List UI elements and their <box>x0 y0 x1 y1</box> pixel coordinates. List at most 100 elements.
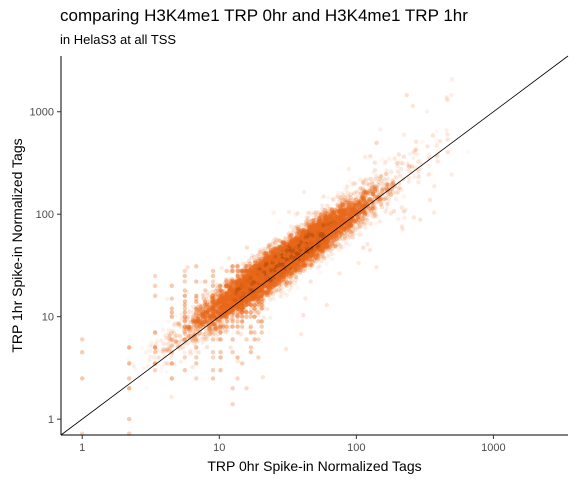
data-point <box>392 184 397 189</box>
data-point <box>220 328 225 333</box>
data-point <box>318 212 323 217</box>
data-point <box>228 284 233 290</box>
data-point <box>338 207 343 212</box>
data-point <box>252 302 257 308</box>
data-point <box>417 158 422 164</box>
data-point <box>200 321 205 327</box>
data-point <box>213 327 218 332</box>
data-point <box>333 237 339 242</box>
data-point <box>347 200 352 206</box>
data-point <box>256 299 261 304</box>
x-tick-label: 1 <box>79 442 85 454</box>
data-point <box>270 247 276 253</box>
data-point <box>354 212 359 218</box>
data-point <box>370 189 375 194</box>
data-point <box>173 339 179 345</box>
data-point <box>266 251 272 257</box>
data-point <box>323 214 328 219</box>
data-point <box>206 306 211 312</box>
data-point <box>218 314 224 319</box>
data-point <box>372 186 378 192</box>
data-point <box>224 319 229 324</box>
data-point <box>361 209 366 215</box>
data-point <box>234 278 239 284</box>
data-point <box>162 361 167 366</box>
data-point <box>164 369 169 375</box>
data-point <box>222 311 228 316</box>
data-point <box>232 296 237 301</box>
data-point <box>211 300 217 305</box>
data-point <box>182 368 187 373</box>
data-point <box>194 293 199 298</box>
data-point <box>379 178 384 183</box>
data-point <box>371 170 376 175</box>
data-point <box>330 234 336 239</box>
data-point <box>359 220 364 225</box>
data-point <box>268 315 273 320</box>
data-point <box>235 269 241 274</box>
data-point <box>363 201 369 206</box>
data-point <box>235 355 240 360</box>
data-point <box>361 197 366 203</box>
data-point <box>284 292 290 298</box>
data-point <box>200 311 205 316</box>
data-point <box>400 161 405 166</box>
data-point <box>445 149 450 155</box>
data-point <box>161 341 167 346</box>
data-point <box>211 327 216 332</box>
data-point <box>372 194 377 199</box>
data-point <box>169 306 174 311</box>
data-point <box>332 211 337 216</box>
data-point <box>207 314 212 320</box>
data-point <box>271 238 276 243</box>
data-point <box>235 306 240 311</box>
data-point <box>268 243 274 248</box>
data-point <box>318 254 324 259</box>
data-point <box>401 132 407 137</box>
data-point <box>301 268 306 273</box>
data-point <box>253 261 258 266</box>
data-point <box>329 210 334 215</box>
data-point <box>341 226 347 231</box>
data-point <box>323 207 328 212</box>
data-point <box>255 253 260 259</box>
data-point <box>218 330 223 335</box>
data-point <box>362 201 367 206</box>
data-point <box>244 337 249 342</box>
data-point <box>346 205 352 210</box>
data-point <box>324 215 329 220</box>
data-point <box>199 321 205 326</box>
data-point <box>235 330 240 335</box>
data-point <box>224 268 229 274</box>
data-point <box>372 188 378 193</box>
data-point <box>256 355 261 360</box>
data-point <box>191 318 196 323</box>
data-point <box>205 309 210 314</box>
data-point <box>326 242 331 247</box>
data-point <box>220 324 225 329</box>
data-point <box>194 355 199 360</box>
data-point <box>247 301 252 307</box>
data-point <box>148 343 153 348</box>
data-point <box>274 281 279 287</box>
data-point <box>260 291 265 296</box>
data-point <box>80 376 85 381</box>
data-point <box>200 314 205 319</box>
data-point <box>235 279 240 284</box>
data-point <box>363 217 368 222</box>
data-point <box>282 279 287 284</box>
data-point <box>218 322 223 328</box>
data-point <box>252 260 257 265</box>
data-point <box>301 263 306 268</box>
data-point <box>210 273 216 279</box>
data-point <box>263 253 269 259</box>
data-point <box>391 209 397 214</box>
data-point <box>325 244 330 249</box>
data-point <box>280 239 286 244</box>
data-point <box>366 182 372 187</box>
data-point <box>407 151 413 157</box>
data-point <box>355 207 361 212</box>
data-point <box>375 140 380 145</box>
data-point <box>347 216 352 221</box>
data-point <box>310 258 315 264</box>
